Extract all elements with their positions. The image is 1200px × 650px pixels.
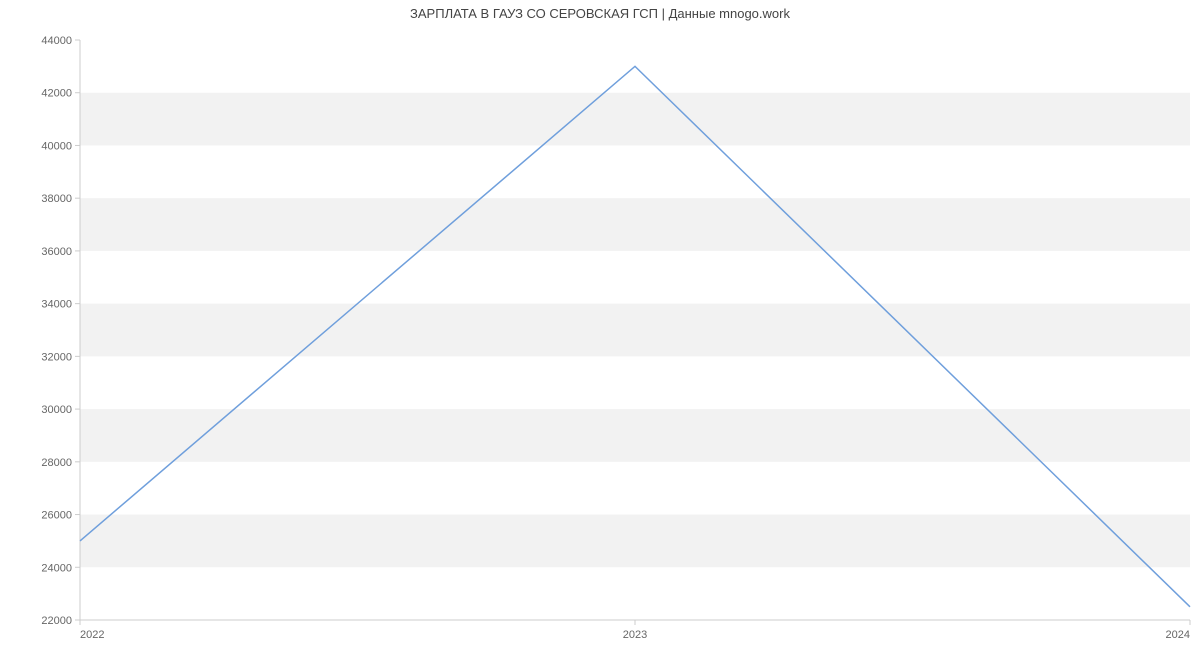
x-tick-label: 2022 <box>80 629 104 641</box>
y-tick-label: 40000 <box>41 140 72 152</box>
y-tick-label: 22000 <box>41 615 72 627</box>
y-tick-label: 36000 <box>41 246 72 258</box>
y-tick-label: 26000 <box>41 510 72 522</box>
y-tick-label: 34000 <box>41 299 72 311</box>
y-tick-label: 32000 <box>41 351 72 363</box>
grid-band <box>80 304 1190 357</box>
grid-band <box>80 93 1190 146</box>
chart-svg: 22000 24000 26000 28000 30000 32000 34000 36000… <box>0 0 1200 650</box>
grid-band <box>80 515 1190 568</box>
y-tick-label: 30000 <box>41 404 72 416</box>
grid-band <box>80 198 1190 251</box>
y-tick-label: 38000 <box>41 193 72 205</box>
y-tick-label: 44000 <box>41 35 72 47</box>
x-tick-label: 2024 <box>1166 629 1190 641</box>
y-tick-label: 28000 <box>41 457 72 469</box>
chart-container: ЗАРПЛАТА В ГАУЗ СО СЕРОВСКАЯ ГСП | Данны… <box>0 0 1200 650</box>
y-tick-label: 42000 <box>41 88 72 100</box>
y-tick-label: 24000 <box>41 562 72 574</box>
grid-band <box>80 409 1190 462</box>
x-tick-label: 2023 <box>623 629 647 641</box>
